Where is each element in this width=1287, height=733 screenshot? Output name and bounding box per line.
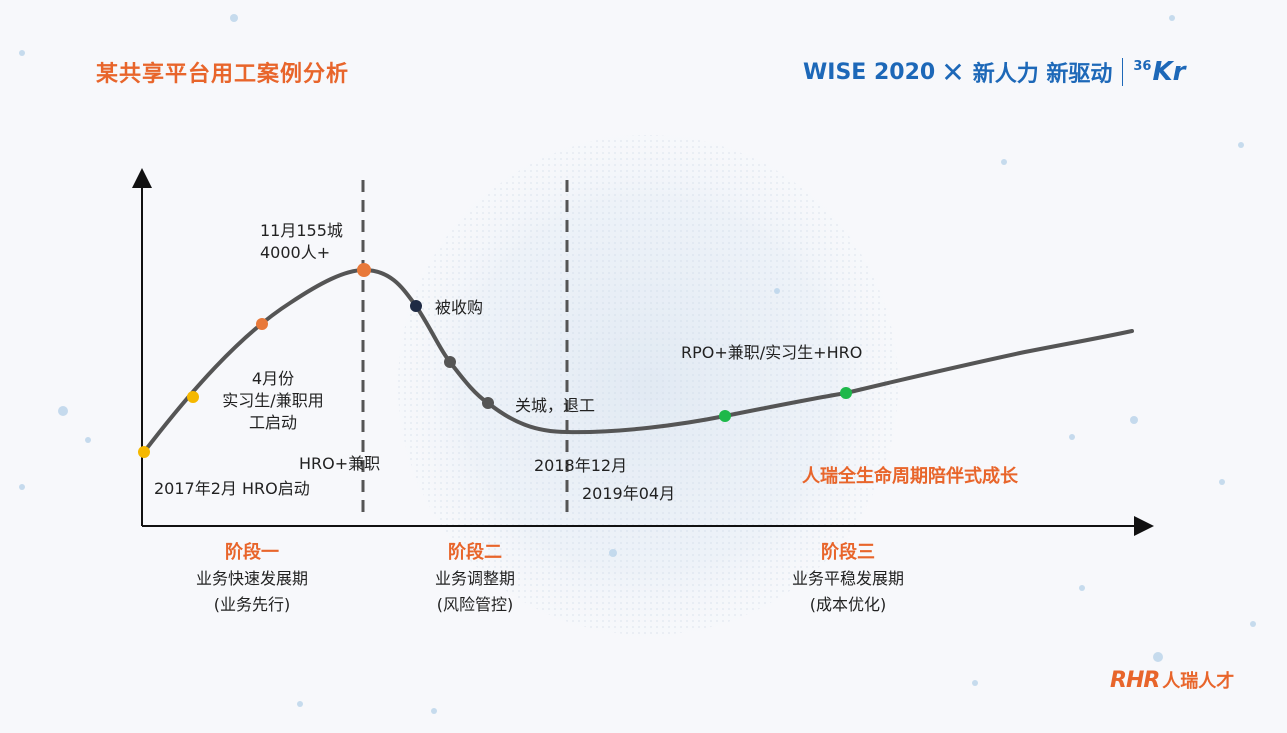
label-april-line3: 工启动 bbox=[248, 413, 297, 432]
label-peak-line2: 4000人+ bbox=[260, 243, 331, 262]
milestone-dot-april bbox=[187, 391, 199, 403]
stage-3-desc-line: 业务平稳发展期 bbox=[791, 569, 904, 588]
milestone-dot-decline bbox=[444, 356, 456, 368]
highlight-slogan: 人瑞全生命周期陪伴式成长 bbox=[802, 466, 1018, 487]
milestone-dot-growth bbox=[256, 318, 268, 330]
stage-3-name: 阶段三 bbox=[821, 542, 875, 563]
milestone-dot-closed bbox=[482, 397, 494, 409]
label-closed: 关城，退工 bbox=[515, 396, 596, 415]
milestone-dot-start bbox=[138, 446, 150, 458]
rhr-mark: RHR bbox=[1110, 667, 1160, 693]
label-april-line1: 4月份 bbox=[251, 369, 295, 388]
event-slogan: 新人力 新驱动 bbox=[972, 62, 1113, 87]
label-hro-parttime: HRO+兼职 bbox=[299, 454, 381, 473]
stage-1-note: (业务先行) bbox=[213, 595, 291, 614]
rhr-name: 人瑞人才 bbox=[1162, 671, 1235, 692]
stage-3-desc: 业务平稳发展期 (成本优化) bbox=[758, 566, 938, 618]
stage-1-desc-line: 业务快速发展期 bbox=[195, 569, 308, 588]
stage-1-desc: 业务快速发展期 (业务先行) bbox=[172, 566, 332, 618]
logo-sup: 36 bbox=[1133, 59, 1152, 75]
label-april-line2: 实习生/兼职用 bbox=[222, 391, 324, 410]
stage-2-name: 阶段二 bbox=[448, 542, 502, 563]
milestone-dot-rpo bbox=[840, 387, 852, 399]
stage-3-note: (成本优化) bbox=[809, 595, 887, 614]
label-dec2018: 2018年12月 bbox=[534, 456, 628, 475]
page-title: 某共享平台用工案例分析 bbox=[96, 62, 350, 87]
stage-2-note: (风险管控) bbox=[436, 595, 514, 614]
milestone-dot-acquired bbox=[410, 300, 422, 312]
label-peak: 11月155城 4000人+ bbox=[260, 220, 343, 264]
36kr-logo: 36Kr bbox=[1133, 57, 1185, 87]
label-apr2019: 2019年04月 bbox=[582, 484, 676, 503]
stage-1-name: 阶段一 bbox=[225, 542, 279, 563]
label-rpo: RPO+兼职/实习生+HRO bbox=[681, 343, 863, 362]
milestone-dot-recovery bbox=[719, 410, 731, 422]
label-april: 4月份 实习生/兼职用 工启动 bbox=[210, 368, 336, 434]
growth-curve bbox=[142, 267, 1134, 454]
logo-main: Kr bbox=[1152, 57, 1186, 87]
cross-icon: ✕ bbox=[941, 55, 965, 89]
brand-divider bbox=[1122, 58, 1124, 86]
label-peak-line1: 11月155城 bbox=[260, 221, 343, 240]
rhr-logo: RHR 人瑞人才 bbox=[1110, 667, 1234, 693]
label-start: 2017年2月 HRO启动 bbox=[154, 479, 310, 498]
stage-2-desc: 业务调整期 (风险管控) bbox=[395, 566, 555, 618]
milestone-dot-peak bbox=[357, 263, 371, 277]
stage-2-desc-line: 业务调整期 bbox=[434, 569, 515, 588]
label-acquired: 被收购 bbox=[435, 298, 484, 317]
event-name: WISE 2020 bbox=[803, 59, 936, 85]
event-brand: WISE 2020 ✕ 新人力 新驱动 36Kr bbox=[803, 54, 1185, 90]
